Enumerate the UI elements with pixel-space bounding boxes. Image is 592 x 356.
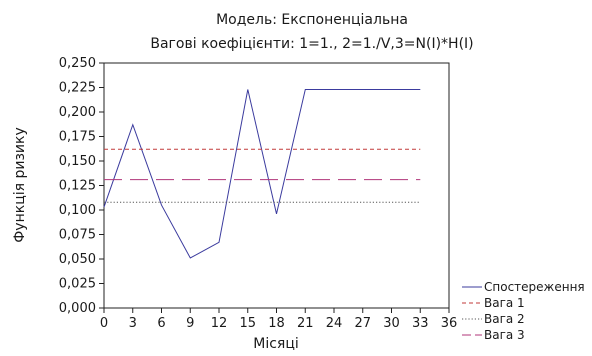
chart-subtitle: Вагові коефіцієнти: 1=1., 2=1./V,3=N(I)*… [150, 36, 473, 52]
y-axis-label: Функція ризику [12, 127, 28, 243]
y-tick-label: 0,025 [59, 277, 96, 292]
y-tick-label: 0,250 [59, 56, 96, 71]
x-tick-label: 33 [412, 316, 429, 331]
y-tick-label: 0,050 [59, 252, 96, 267]
chart-title: Модель: Експоненціальна [216, 12, 408, 28]
y-tick-label: 0,000 [59, 301, 96, 316]
legend-label-1: Спостереження [484, 280, 585, 294]
y-axis: 0,000 0,025 0,050 0,075 0,100 0,125 0,150 0,175… [59, 56, 104, 316]
series-layer [103, 89, 421, 259]
x-tick-label: 24 [326, 316, 343, 331]
x-axis: 0 3 6 9 12 15 18 21 24 27 30 33 36 [100, 308, 457, 331]
y-tick-label: 0,150 [59, 154, 96, 169]
x-tick-label: 27 [354, 316, 371, 331]
legend-label-3: Вага 2 [484, 312, 525, 326]
x-tick-label: 12 [211, 316, 228, 331]
x-tick-label: 0 [100, 316, 108, 331]
plot-frame [103, 62, 450, 309]
x-tick-label: 9 [186, 316, 194, 331]
x-tick-label: 30 [383, 316, 400, 331]
y-tick-label: 0,125 [59, 179, 96, 194]
x-tick-label: 15 [239, 316, 256, 331]
x-tick-label: 36 [441, 316, 458, 331]
legend-label-2: Вага 1 [484, 296, 525, 310]
x-tick-label: 3 [129, 316, 137, 331]
legend: Спостереження Вага 1 Вага 2 Вага 3 [462, 280, 585, 342]
y-tick-label: 0,200 [59, 105, 96, 120]
y-tick-label: 0,100 [59, 203, 96, 218]
y-tick-label: 0,075 [59, 228, 96, 243]
x-tick-label: 6 [157, 316, 165, 331]
x-tick-label: 21 [297, 316, 314, 331]
x-tick-label: 18 [268, 316, 285, 331]
y-tick-label: 0,175 [59, 130, 96, 145]
x-axis-label: Місяці [253, 336, 299, 352]
series-line-1 [103, 89, 421, 259]
y-tick-label: 0,225 [59, 81, 96, 96]
legend-label-4: Вага 3 [484, 328, 525, 342]
